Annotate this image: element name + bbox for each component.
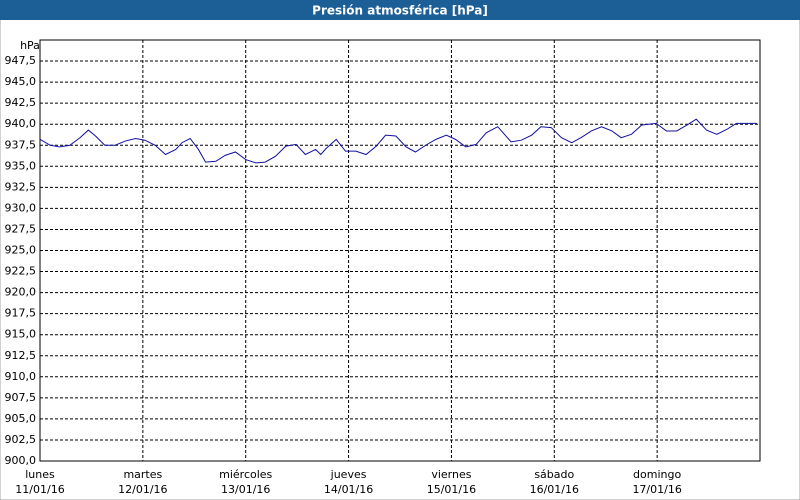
x-tick-label: 17/01/16 [632,483,681,496]
x-tick-label: 16/01/16 [530,483,579,496]
plot-border [39,39,761,462]
x-tick-label: miércoles [219,468,272,481]
y-tick-label: 905,0 [5,412,37,425]
y-tick-label: 920,0 [5,286,37,299]
y-tick-label: 907,5 [5,391,37,404]
y-tick-label: 940,0 [5,117,37,130]
y-tick-label: 915,0 [5,328,37,341]
y-tick-label: 925,0 [5,244,37,257]
x-tick-label: 11/01/16 [15,483,64,496]
y-tick-label: 937,5 [5,138,37,151]
y-tick-label: 945,0 [5,75,37,88]
x-tick-label: jueves [330,468,367,481]
x-tick-label: domingo [633,468,681,481]
y-tick-label: 912,5 [5,349,37,362]
y-tick-label: 930,0 [5,201,37,214]
y-tick-label: 917,5 [5,307,37,320]
x-tick-label: 15/01/16 [427,483,476,496]
chart-title: Presión atmosférica [hPa] [312,4,488,18]
y-tick-label: 900,0 [5,454,37,467]
x-tick-label: lunes [25,468,55,481]
y-tick-label: 942,5 [5,96,37,109]
y-tick-label: 922,5 [5,265,37,278]
y-tick-label: 927,5 [5,222,37,235]
y-unit-label: hPa [20,39,40,52]
x-tick-label: 12/01/16 [118,483,167,496]
y-tick-label: 947,5 [5,54,37,67]
title-bar [0,0,800,20]
x-tick-label: 14/01/16 [324,483,373,496]
y-tick-label: 902,5 [5,433,37,446]
x-tick-label: sábado [534,468,574,481]
x-tick-label: viernes [431,468,471,481]
x-tick-label: martes [123,468,162,481]
y-tick-label: 935,0 [5,159,37,172]
x-tick-label: 13/01/16 [221,483,270,496]
y-tick-label: 932,5 [5,180,37,193]
pressure-line [39,118,757,164]
y-tick-label: 910,0 [5,370,37,383]
